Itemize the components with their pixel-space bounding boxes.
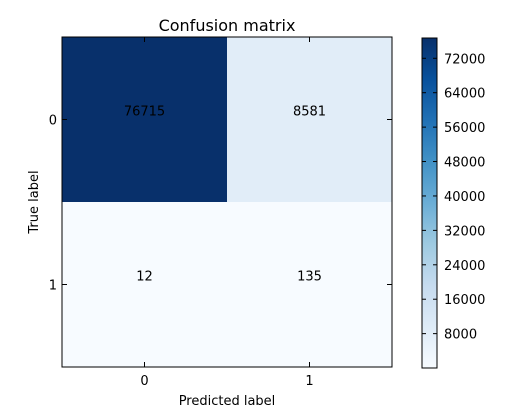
chart-title: Confusion matrix (159, 16, 296, 35)
heatmap-cell-0-0 (62, 37, 227, 202)
plot-frame (61, 36, 393, 368)
colorbar-ticks: 8000 16000 24000 32000 40000 48000 56000 64000 7… (422, 52, 485, 343)
colorbar-tick-label: 8000 (444, 328, 477, 343)
x-tick-label: 0 (140, 374, 148, 389)
heatmap-cell-1-1 (227, 202, 392, 367)
cell-value-label: 8581 (293, 105, 326, 120)
colorbar-tick-label: 72000 (444, 52, 485, 67)
y-tick-label: 1 (49, 279, 57, 294)
colorbar (421, 37, 438, 369)
cell-value-label: 12 (136, 270, 153, 285)
heatmap-cells: 76715 8581 12 135 (62, 37, 392, 367)
colorbar-tick-label: 48000 (444, 156, 485, 171)
colorbar-tick-label: 64000 (444, 87, 485, 102)
y-tick-label: 0 (49, 114, 57, 129)
y-axis-label: True label (27, 170, 42, 234)
cell-value-label: 135 (297, 270, 322, 285)
x-tick-label: 1 (305, 374, 313, 389)
axes: 0 1 0 1 (49, 37, 392, 389)
cell-value-label: 76715 (124, 105, 165, 120)
colorbar-tick-label: 24000 (444, 259, 485, 274)
colorbar-tick-label: 40000 (444, 190, 485, 205)
colorbar-tick-label: 16000 (444, 293, 485, 308)
colorbar-tick-label: 32000 (444, 224, 485, 239)
heatmap-cell-0-1 (227, 37, 392, 202)
heatmap-cell-1-0 (62, 202, 227, 367)
x-axis-label: Predicted label (179, 394, 276, 409)
colorbar-tick-label: 56000 (444, 121, 485, 136)
